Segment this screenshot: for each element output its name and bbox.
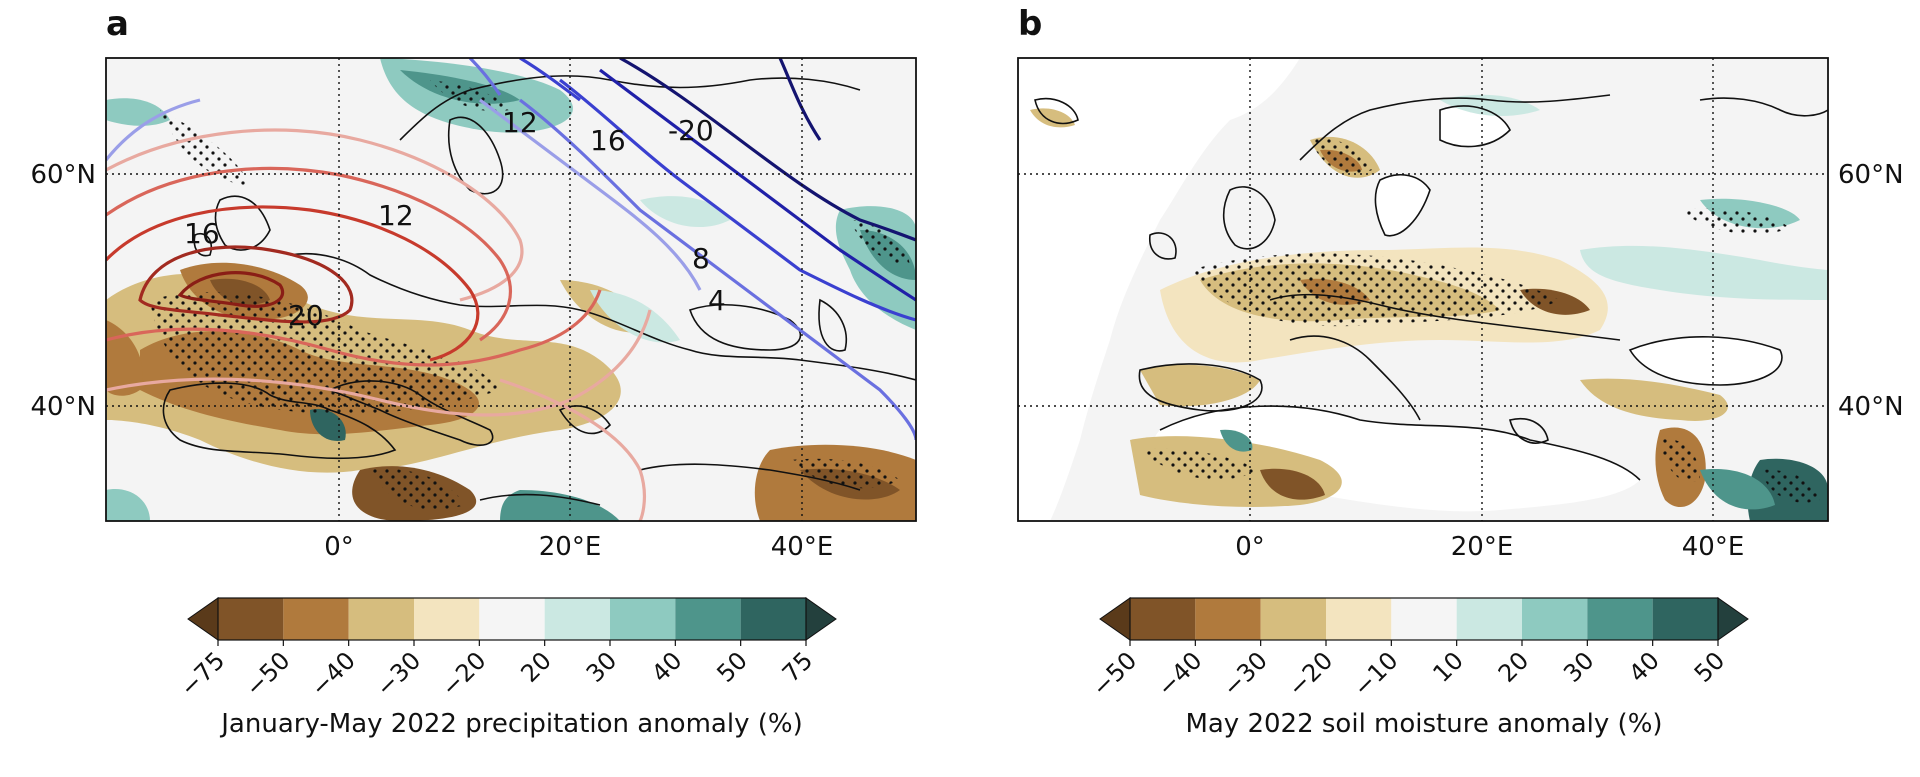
colorbar-extend-high — [1717, 597, 1749, 641]
colorbar-label: January-May 2022 precipitation anomaly (… — [219, 709, 802, 739]
panel-a-lon-tick: 0° — [324, 532, 354, 562]
colorbar-segment — [1260, 598, 1326, 640]
colorbar-segment — [479, 598, 545, 640]
colorbar-tick-label: −20 — [436, 646, 492, 702]
panel-a-contour-labels: 16 12 20 12 16 -20 8 4 — [184, 106, 726, 332]
colorbar-segment — [1130, 598, 1196, 640]
colorbar-extend-high — [805, 597, 837, 641]
contour-label: -20 — [668, 114, 714, 147]
panel-a-frame — [105, 57, 917, 522]
colorbar-segment — [1195, 598, 1261, 640]
colorbar-tick-label: 10 — [1428, 646, 1469, 687]
colorbar-segment — [1587, 598, 1653, 640]
colorbar-extend-low — [187, 597, 219, 641]
colorbar-tick-label: −75 — [175, 646, 231, 702]
panel-a-gridlines — [106, 58, 916, 521]
panel-a-contours — [106, 58, 916, 521]
contour-label: 12 — [502, 106, 538, 139]
colorbar-frame — [217, 597, 807, 641]
panel-b-lat-tick: 40°N — [1838, 392, 1904, 422]
colorbar-segment — [1652, 598, 1718, 640]
colorbar-tick-label: 40 — [1624, 646, 1665, 687]
panel-a-lon-tick: 20°E — [539, 532, 602, 562]
contour-label: 8 — [692, 242, 710, 275]
colorbar-segment — [218, 598, 284, 640]
panel-a-colorbar: −75 −50 −40 −30 −20 20 30 40 50 75 January-May 202… — [175, 597, 837, 739]
colorbar-segment — [1456, 598, 1522, 640]
panel-b-map — [1018, 58, 1828, 521]
panel-b-letter: b — [1018, 4, 1042, 44]
panel-b-lon-tick: 40°E — [1682, 532, 1745, 562]
contour-label: 12 — [378, 199, 414, 232]
panel-a-letter: a — [106, 4, 129, 44]
contour-label: 16 — [590, 124, 626, 157]
panel-b-gridlines — [1018, 58, 1828, 521]
colorbar-segment — [544, 598, 610, 640]
colorbar-segment — [610, 598, 676, 640]
colorbar-segment — [675, 598, 741, 640]
panel-b-lon-tick: 20°E — [1451, 532, 1514, 562]
colorbar-segment — [1326, 598, 1392, 640]
panel-b-lon-tick: 0° — [1235, 532, 1265, 562]
panel-a-lat-tick: 40°N — [30, 392, 96, 422]
colorbar-segment — [283, 598, 349, 640]
colorbar-tick-label: 50 — [1689, 646, 1730, 687]
colorbar-segment — [348, 598, 414, 640]
colorbar-tick-label: 40 — [646, 646, 687, 687]
colorbar-extend-low — [1099, 597, 1131, 641]
colorbar-tick-label: 30 — [1558, 646, 1599, 687]
panel-a-map: 16 12 20 12 16 -20 8 4 — [106, 58, 916, 521]
colorbar-tick-label: −30 — [371, 646, 427, 702]
panel-b-lat-tick: 60°N — [1838, 160, 1904, 190]
colorbar-tick-label: −40 — [1152, 646, 1208, 702]
panel-a-coastlines — [162, 75, 916, 506]
colorbar-segment — [1391, 598, 1457, 640]
panel-b-frame — [1017, 57, 1829, 522]
panel-b-colorbar: −50 −40 −30 −20 −10 10 20 30 40 50 May 2022 soil m… — [1087, 597, 1749, 739]
panel-b-coastlines — [1034, 94, 1828, 481]
colorbar-segment — [1522, 598, 1588, 640]
colorbar-tick-label: 75 — [777, 646, 818, 687]
colorbar-tick-label: −40 — [305, 646, 361, 702]
panel-b-significance-stippling — [1140, 139, 1820, 503]
panel-a-lat-tick: 60°N — [30, 160, 96, 190]
colorbar-tick-label: 50 — [712, 646, 753, 687]
colorbar-segment — [740, 598, 806, 640]
colorbar-label: May 2022 soil moisture anomaly (%) — [1185, 709, 1662, 739]
contour-label: 4 — [708, 284, 726, 317]
colorbar-frame — [1129, 597, 1719, 641]
colorbar-tick-label: 20 — [1493, 646, 1534, 687]
colorbar-tick-label: 30 — [581, 646, 622, 687]
colorbar-tick-label: −20 — [1283, 646, 1339, 702]
colorbar-tick-label: 20 — [516, 646, 557, 687]
panel-a-lon-tick: 40°E — [771, 532, 834, 562]
contour-label: 16 — [184, 217, 220, 250]
contour-label: 20 — [288, 299, 324, 332]
colorbar-tick-label: −50 — [1087, 646, 1143, 702]
colorbar-tick-label: −30 — [1217, 646, 1273, 702]
colorbar-tick-label: −50 — [240, 646, 296, 702]
colorbar-segment — [414, 598, 480, 640]
colorbar-tick-label: −10 — [1348, 646, 1404, 702]
